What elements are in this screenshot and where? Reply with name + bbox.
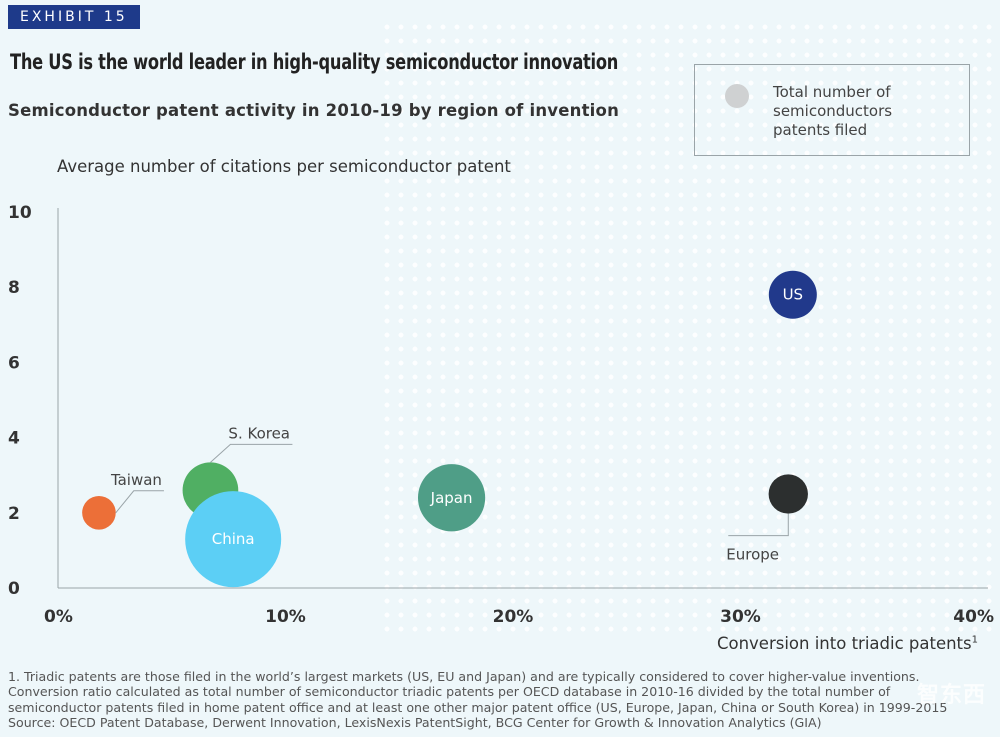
chart-subtitle: Semiconductor patent activity in 2010-19… bbox=[8, 101, 620, 120]
bubble-label-china: China bbox=[212, 530, 255, 548]
y-tick-label: 8 bbox=[8, 278, 20, 298]
footnote-line: 1. Triadic patents are those filed in th… bbox=[8, 669, 920, 684]
legend-label: Total number of semiconductors patents f… bbox=[773, 83, 893, 139]
y-tick-label: 4 bbox=[8, 429, 20, 449]
chart-bubble-labels: Taiwan S. Korea China Japan US Europe bbox=[110, 286, 803, 564]
y-tick-label: 10 bbox=[8, 203, 32, 223]
x-tick-label: 10% bbox=[265, 607, 306, 627]
y-tick-label: 6 bbox=[8, 353, 20, 373]
y-tick-label: 0 bbox=[8, 579, 20, 599]
bubble-taiwan bbox=[82, 496, 116, 530]
legend-box: Total number of semiconductors patents f… bbox=[694, 64, 970, 156]
x-tick-label: 20% bbox=[493, 607, 534, 627]
x-axis-label-footnote-mark: 1 bbox=[971, 634, 978, 646]
bubble-label-europe: Europe bbox=[726, 546, 779, 564]
callout-line-s-korea bbox=[210, 443, 293, 463]
watermark: 智东西 bbox=[916, 683, 986, 708]
bubble-china bbox=[185, 491, 282, 588]
x-tick-label: 0% bbox=[44, 607, 73, 627]
bubble-europe bbox=[768, 474, 808, 514]
bubble-label-s-korea: S. Korea bbox=[228, 424, 290, 442]
bubble-label-taiwan: Taiwan bbox=[110, 471, 162, 489]
bubble-label-japan: Japan bbox=[430, 489, 473, 507]
legend-size-marker bbox=[725, 84, 749, 108]
y-axis-label: Average number of citations per semicond… bbox=[57, 157, 511, 176]
footnotes: 1. Triadic patents are those filed in th… bbox=[8, 669, 993, 731]
chart-bubbles bbox=[82, 270, 817, 588]
footnote-line: semiconductor patents filed in home pate… bbox=[8, 699, 948, 715]
x-tick-label: 40% bbox=[953, 607, 994, 627]
footnote-source: Source: OECD Patent Database, Derwent In… bbox=[8, 715, 822, 731]
chart-axes: 0 2 4 6 8 10 0% 10% 20% 30% 40% bbox=[8, 203, 994, 627]
x-tick-label: 30% bbox=[720, 607, 761, 627]
headline: The US is the world leader in high-quali… bbox=[10, 50, 619, 74]
callout-line-europe bbox=[728, 513, 789, 537]
x-axis-label: Conversion into triadic patents1 bbox=[717, 634, 978, 653]
bubble-label-us: US bbox=[783, 286, 804, 304]
x-axis-label-text: Conversion into triadic patents bbox=[716, 634, 972, 653]
exhibit-badge: EXHIBIT 15 bbox=[8, 5, 140, 29]
y-tick-label: 2 bbox=[8, 504, 20, 524]
bubble-japan bbox=[417, 464, 486, 532]
bubble-us bbox=[768, 270, 817, 319]
footnote-line: Conversion ratio calculated as total num… bbox=[8, 684, 891, 700]
callout-line-taiwan bbox=[115, 490, 164, 514]
